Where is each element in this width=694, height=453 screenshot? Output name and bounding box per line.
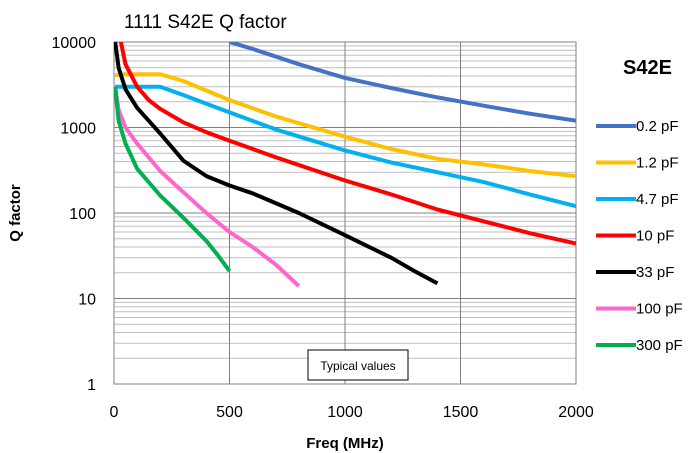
legend: 0.2 pF 1.2 pF 4.7 pF 10 pF 33 pF 100 pF 300 pF [596,118,683,354]
y-tick-label: 10 [78,292,96,309]
legend-label: 33 pF [636,264,674,281]
legend-label: 100 pF [636,301,683,318]
x-tick-label: 500 [216,404,243,421]
series-line [228,42,576,123]
chart-title: 1111 S42E Q factor [124,12,287,33]
y-tick-labels: 1 10 100 1000 10000 [52,35,97,394]
series-lines [114,42,576,288]
series-line [114,42,439,286]
series-line [115,72,576,179]
legend-title: S42E [623,57,672,79]
x-tick-labels: 0 500 1000 1500 2000 [110,404,594,421]
legend-label: 0.2 pF [636,118,679,135]
legend-label: 300 pF [636,337,683,354]
series-line [114,86,232,273]
x-tick-label: 1000 [327,404,363,421]
series-line [114,86,301,288]
x-tick-label: 2000 [558,404,594,421]
legend-label: 4.7 pF [636,191,679,208]
y-axis-label: Q factor [7,184,24,242]
y-tick-label: 1000 [60,121,96,138]
y-tick-label: 100 [69,206,96,223]
series-line [115,84,576,209]
y-tick-label: 10000 [52,35,97,52]
annotation-text: Typical values [320,359,395,373]
x-axis-label: Freq (MHz) [306,435,384,452]
x-tick-label: 0 [110,404,119,421]
legend-label: 10 pF [636,228,674,245]
y-tick-label: 1 [87,377,96,394]
x-tick-label: 1500 [443,404,479,421]
plot-area [113,41,577,385]
legend-label: 1.2 pF [636,155,679,172]
series-line [118,42,576,246]
annotation-box [307,349,409,381]
